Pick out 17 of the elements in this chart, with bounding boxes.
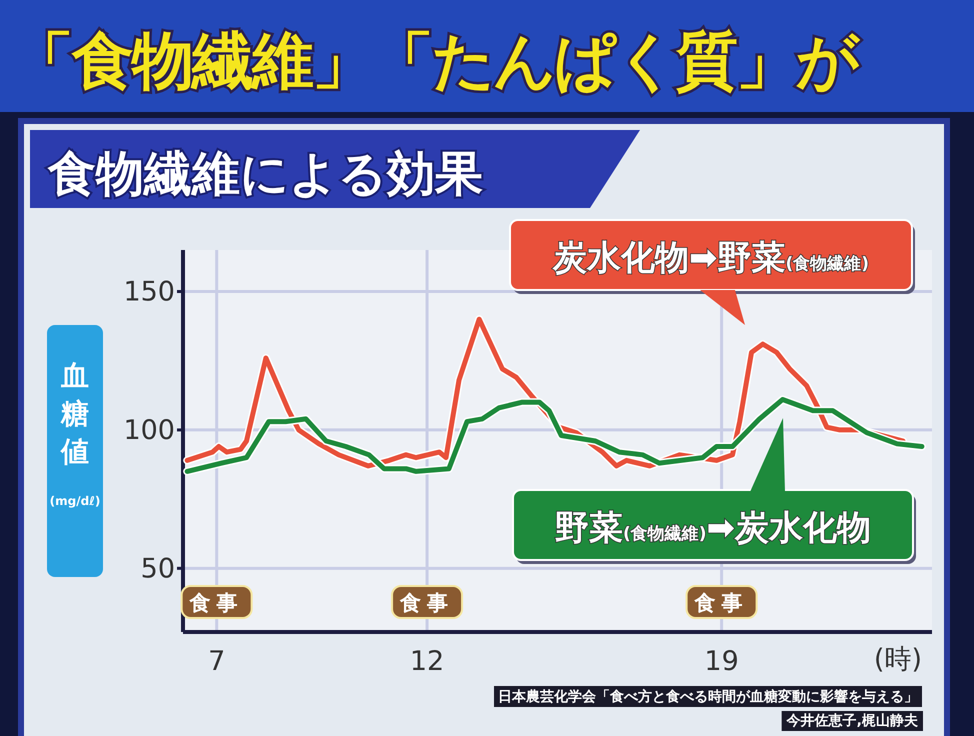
y-tick-label: 100	[123, 414, 175, 446]
annotation: 食事	[399, 591, 454, 615]
y-axis-title: 血糖値(mg/dℓ)	[50, 359, 100, 508]
annotation: 食事	[694, 591, 749, 615]
annotation: 食事	[188, 591, 244, 615]
legend-label: 野菜(食物繊維)➡炭水化物	[554, 508, 872, 548]
x-axis-title: (時)	[874, 644, 922, 675]
chart-title: 「食物繊維」「たんぱく質」が	[12, 24, 861, 97]
x-tick-label: 12	[410, 646, 444, 677]
text: 今井佐恵子,梶山静夫	[786, 713, 919, 729]
x-tick-label: 19	[704, 646, 739, 677]
text: 日本農芸化学会「食べ方と食べる時間が血糖変動に影響を与える」	[498, 688, 918, 705]
chart-subtitle: 食物繊維による効果	[47, 146, 483, 202]
y-tick-label: 50	[140, 553, 175, 584]
text: 炭水化物➡野菜(食物繊維)	[552, 238, 870, 278]
x-tick-label: 7	[208, 646, 226, 677]
y-tick-label: 150	[123, 276, 175, 308]
